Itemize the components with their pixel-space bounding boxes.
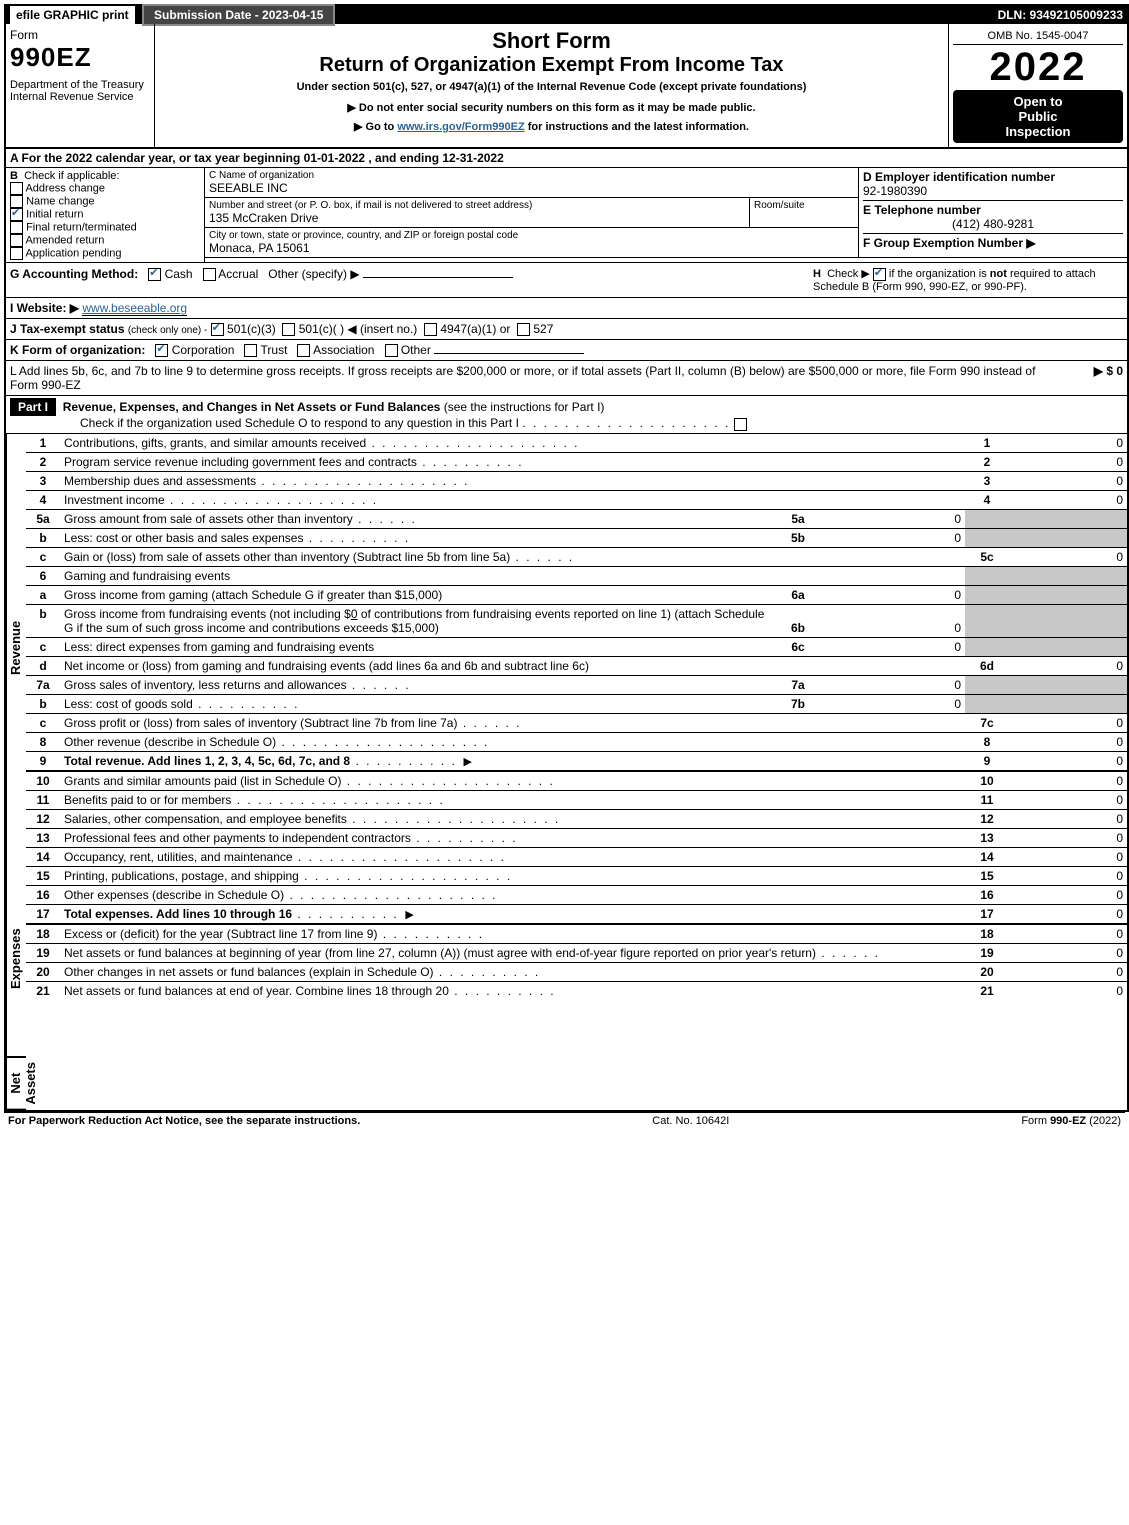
checkbox-initial-return[interactable] — [10, 208, 23, 221]
under-section: Under section 501(c), 527, or 4947(a)(1)… — [163, 81, 940, 93]
netassets-label: Net Assets — [6, 1058, 26, 1111]
row-k: K Form of organization: Corporation Trus… — [6, 340, 1127, 361]
checkbox-4947[interactable] — [424, 323, 437, 336]
omb-number: OMB No. 1545-0047 — [953, 28, 1123, 45]
irs-link[interactable]: www.irs.gov/Form990EZ — [397, 121, 524, 133]
checkbox-h[interactable] — [873, 268, 886, 281]
checkbox-address-change[interactable] — [10, 182, 23, 195]
submission-date: Submission Date - 2023-04-15 — [142, 4, 335, 26]
f-label: F Group Exemption Number ▶ — [863, 236, 1036, 250]
short-form-title: Short Form — [163, 28, 940, 54]
col-b: B Check if applicable: Address change Na… — [6, 168, 205, 262]
g-label: G Accounting Method: — [10, 267, 138, 281]
dept-treasury: Department of the Treasury — [10, 79, 150, 91]
tax-year: 2022 — [953, 45, 1123, 90]
checkbox-application-pending[interactable] — [10, 247, 23, 260]
ein: 92-1980390 — [863, 184, 927, 198]
dept-irs: Internal Revenue Service — [10, 91, 150, 103]
checkbox-part1-schedule-o[interactable] — [734, 418, 747, 431]
org-city: Monaca, PA 15061 — [209, 241, 854, 255]
checkbox-accrual[interactable] — [203, 268, 216, 281]
footer: For Paperwork Reduction Act Notice, see … — [4, 1112, 1125, 1129]
checkbox-amended-return[interactable] — [10, 234, 23, 247]
addr-label: Number and street (or P. O. box, if mail… — [209, 200, 745, 211]
city-label: City or town, state or province, country… — [209, 230, 854, 241]
expenses-label: Expenses — [6, 862, 26, 1058]
line-a: A For the 2022 calendar year, or tax yea… — [6, 149, 1127, 168]
d-label: D Employer identification number — [863, 170, 1055, 184]
phone: (412) 480-9281 — [863, 217, 1123, 231]
row-l: L Add lines 5b, 6c, and 7b to line 9 to … — [6, 361, 1127, 396]
part-1-body: Revenue Expenses Net Assets 1Contributio… — [6, 434, 1127, 1111]
checkbox-501c[interactable] — [282, 323, 295, 336]
do-not-enter: ▶ Do not enter social security numbers o… — [163, 101, 940, 114]
lines-table: 1Contributions, gifts, grants, and simil… — [26, 434, 1127, 1000]
checkbox-trust[interactable] — [244, 344, 257, 357]
section-b-through-f: B Check if applicable: Address change Na… — [6, 168, 1127, 263]
checkbox-501c3[interactable] — [211, 323, 224, 336]
checkbox-association[interactable] — [297, 344, 310, 357]
c-name-label: C Name of organization — [209, 170, 854, 181]
goto-line: ▶ Go to www.irs.gov/Form990EZ for instru… — [163, 120, 940, 133]
checkbox-corporation[interactable] — [155, 344, 168, 357]
checkbox-other-org[interactable] — [385, 344, 398, 357]
top-bar: efile GRAPHIC print Submission Date - 20… — [6, 6, 1127, 24]
form-header: Form 990EZ Department of the Treasury In… — [6, 24, 1127, 149]
e-label: E Telephone number — [863, 203, 981, 217]
form-word: Form — [10, 28, 150, 42]
website-link[interactable]: www.beseeable.org — [82, 301, 187, 316]
row-i: I Website: ▶ www.beseeable.org — [6, 298, 1127, 319]
checkbox-527[interactable] — [517, 323, 530, 336]
org-name: SEEABLE INC — [209, 181, 854, 195]
form-990ez: efile GRAPHIC print Submission Date - 20… — [4, 4, 1129, 1112]
revenue-label: Revenue — [6, 434, 26, 862]
part-1-header: Part I Revenue, Expenses, and Changes in… — [6, 396, 1127, 433]
dln: DLN: 93492105009233 — [998, 8, 1123, 22]
row-j: J Tax-exempt status (check only one) - 5… — [6, 319, 1127, 340]
return-of-title: Return of Organization Exempt From Incom… — [163, 54, 940, 77]
org-address: 135 McCraken Drive — [209, 211, 745, 225]
row-g-h: G Accounting Method: Cash Accrual Other … — [6, 263, 1127, 298]
checkbox-cash[interactable] — [148, 268, 161, 281]
room-suite-label: Room/suite — [750, 198, 858, 227]
checkbox-final-return[interactable] — [10, 221, 23, 234]
open-to-public: Open to Public Inspection — [953, 90, 1123, 143]
efile-print-button[interactable]: efile GRAPHIC print — [10, 6, 135, 24]
form-number: 990EZ — [10, 42, 150, 73]
